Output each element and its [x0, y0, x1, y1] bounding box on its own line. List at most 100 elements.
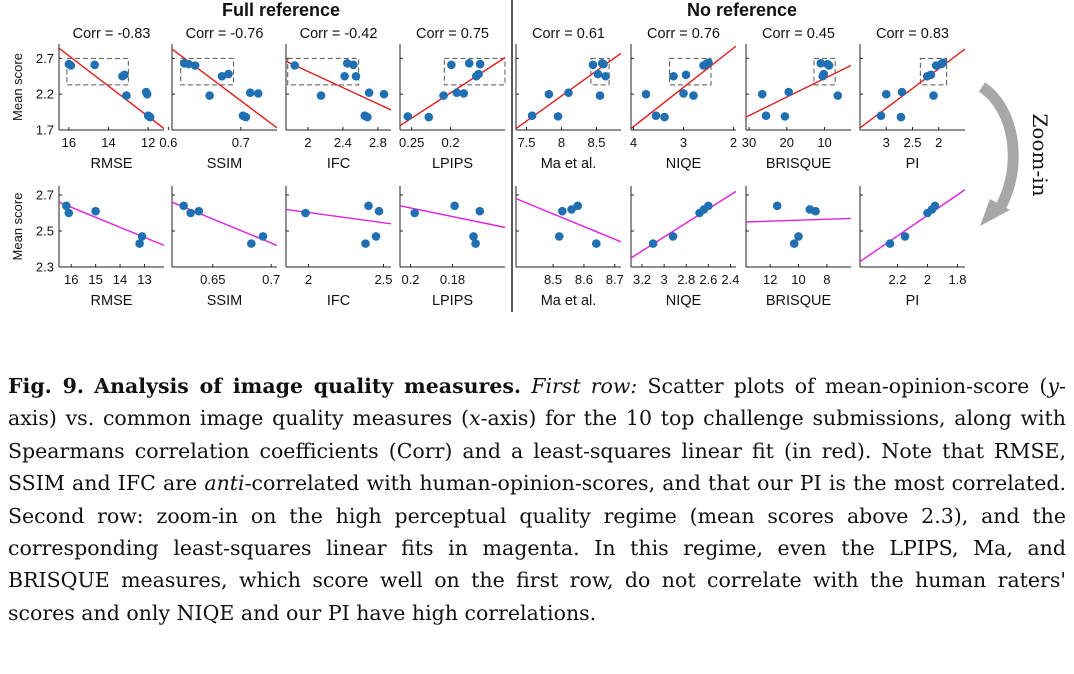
x-tick-label: 30	[742, 135, 756, 150]
data-point	[410, 208, 420, 218]
data-point	[757, 89, 767, 99]
x-tick-label: 0.2	[442, 135, 460, 150]
data-point	[452, 88, 462, 98]
data-point	[379, 89, 389, 99]
zoom-region-box	[813, 57, 836, 86]
fit-line	[286, 60, 391, 111]
data-point	[573, 201, 583, 211]
data-point	[772, 201, 782, 211]
x-axis-label: PI	[906, 156, 920, 172]
data-point	[349, 60, 358, 70]
x-tick-label: 2.8	[369, 135, 387, 150]
data-point	[247, 239, 256, 248]
panel-r2c4: 0.2 0.18 LPIPS	[399, 186, 505, 309]
data-point	[186, 208, 195, 218]
panel-r2c7: 12 10 8 BRISQUE	[745, 186, 851, 309]
fit-line	[631, 190, 736, 259]
caption-text-1: Scatter plots of mean-opinion-score (	[647, 374, 1048, 398]
x-tick-label: 12	[763, 272, 777, 287]
x-axis-label: RMSE	[91, 156, 133, 172]
x-axis-label: SSIM	[207, 156, 242, 172]
x-tick-label: 8.5	[544, 272, 562, 287]
data-point	[301, 208, 310, 218]
x-tick-label: 2	[730, 135, 737, 150]
x-axis-label: NIQE	[666, 156, 702, 172]
data-point	[681, 70, 691, 80]
figure-caption: Fig. 9. Analysis of image quality measur…	[8, 370, 1066, 629]
data-point	[469, 232, 478, 241]
data-point	[651, 111, 661, 120]
panel-r1c2: 0.6 0.7 Corr = -0.76 SSIM	[159, 26, 277, 172]
data-point	[794, 232, 803, 241]
y-tick-label: 2.7	[36, 51, 54, 66]
data-point	[364, 88, 374, 98]
data-point	[938, 58, 948, 67]
panel-r1c3: 2 2.4 2.8 Corr = -0.42 IFC	[285, 26, 391, 172]
zoom-arrow-icon	[978, 82, 1019, 211]
x-tick-label: 16	[64, 272, 78, 287]
panel-r2c6: 3.2 3 2.8 2.6 2.4 NIQE	[630, 186, 740, 309]
x-tick-label: 8.7	[606, 272, 624, 287]
x-tick-label: 8	[558, 135, 565, 150]
data-point	[253, 89, 263, 98]
zoom-region-box	[669, 57, 712, 86]
x-tick-label: 0.65	[200, 272, 225, 287]
caption-text-2: -axis) vs. common image quality measures…	[8, 374, 1066, 431]
data-point	[885, 239, 895, 248]
data-point	[881, 89, 891, 99]
fit-line	[516, 197, 621, 243]
data-point	[564, 88, 573, 98]
y-tick-label: 1.7	[36, 123, 54, 138]
data-point	[459, 89, 469, 98]
data-point	[544, 89, 554, 99]
x-axis-label: IFC	[327, 156, 350, 172]
x-axis-label: Ma et al.	[541, 156, 597, 172]
data-point	[194, 206, 204, 216]
data-point	[403, 112, 413, 121]
data-point	[224, 69, 233, 79]
panel-title: Corr = 0.45	[762, 26, 835, 42]
data-point	[704, 58, 713, 67]
x-tick-label: 2	[935, 135, 942, 150]
x-axis-label: Ma et al.	[541, 293, 597, 309]
x-tick-label: 2	[305, 272, 312, 287]
y-tick-label: 2.5	[36, 224, 54, 239]
data-point	[593, 69, 603, 79]
x-tick-label: 8.6	[575, 272, 593, 287]
data-point	[290, 61, 300, 70]
x-tick-label: 12	[141, 135, 155, 150]
data-point	[447, 60, 456, 70]
y-tick-label: 2.7	[36, 188, 54, 203]
data-point	[361, 239, 370, 248]
x-tick-label: 10	[817, 135, 831, 150]
x-tick-label: 2	[304, 135, 311, 150]
data-point	[668, 232, 678, 241]
x-tick-label: 0.25	[399, 135, 424, 150]
panel-r1c4: 0.25 0.2 Corr = 0.75 LPIPS	[399, 26, 506, 172]
data-point	[761, 111, 771, 120]
x-tick-label: 1.8	[948, 272, 966, 287]
panel-title: Corr = -0.76	[186, 26, 264, 42]
data-point	[179, 201, 188, 211]
zoom-region-box	[919, 57, 948, 86]
data-point	[588, 60, 598, 70]
data-point	[819, 69, 829, 79]
x-tick-label: 4	[630, 135, 637, 150]
data-point	[241, 112, 251, 122]
x-tick-label: 2.8	[677, 272, 695, 287]
data-point	[648, 239, 658, 248]
x-axis-label: PI	[906, 293, 920, 309]
figure-panels: Full reference No reference 16 14 12 1.7 2.2…	[10, 0, 1052, 312]
data-point	[122, 91, 131, 100]
panel-r2c1: 16 15 14 13 2.3 2.5 2.7 RMSE Mean score	[10, 186, 164, 309]
panel-title: Corr = 0.75	[416, 26, 489, 42]
zoom-region-box	[66, 57, 129, 86]
data-point	[475, 59, 485, 69]
data-point	[811, 206, 820, 216]
panel-r1c8: 3 2.5 2 Corr = 0.83 PI	[859, 26, 965, 172]
data-point	[527, 111, 537, 120]
data-point	[137, 232, 147, 241]
y-tick-label: 2.2	[36, 87, 54, 102]
fit-line	[631, 45, 736, 130]
panel-title: Corr = 0.76	[647, 26, 720, 42]
